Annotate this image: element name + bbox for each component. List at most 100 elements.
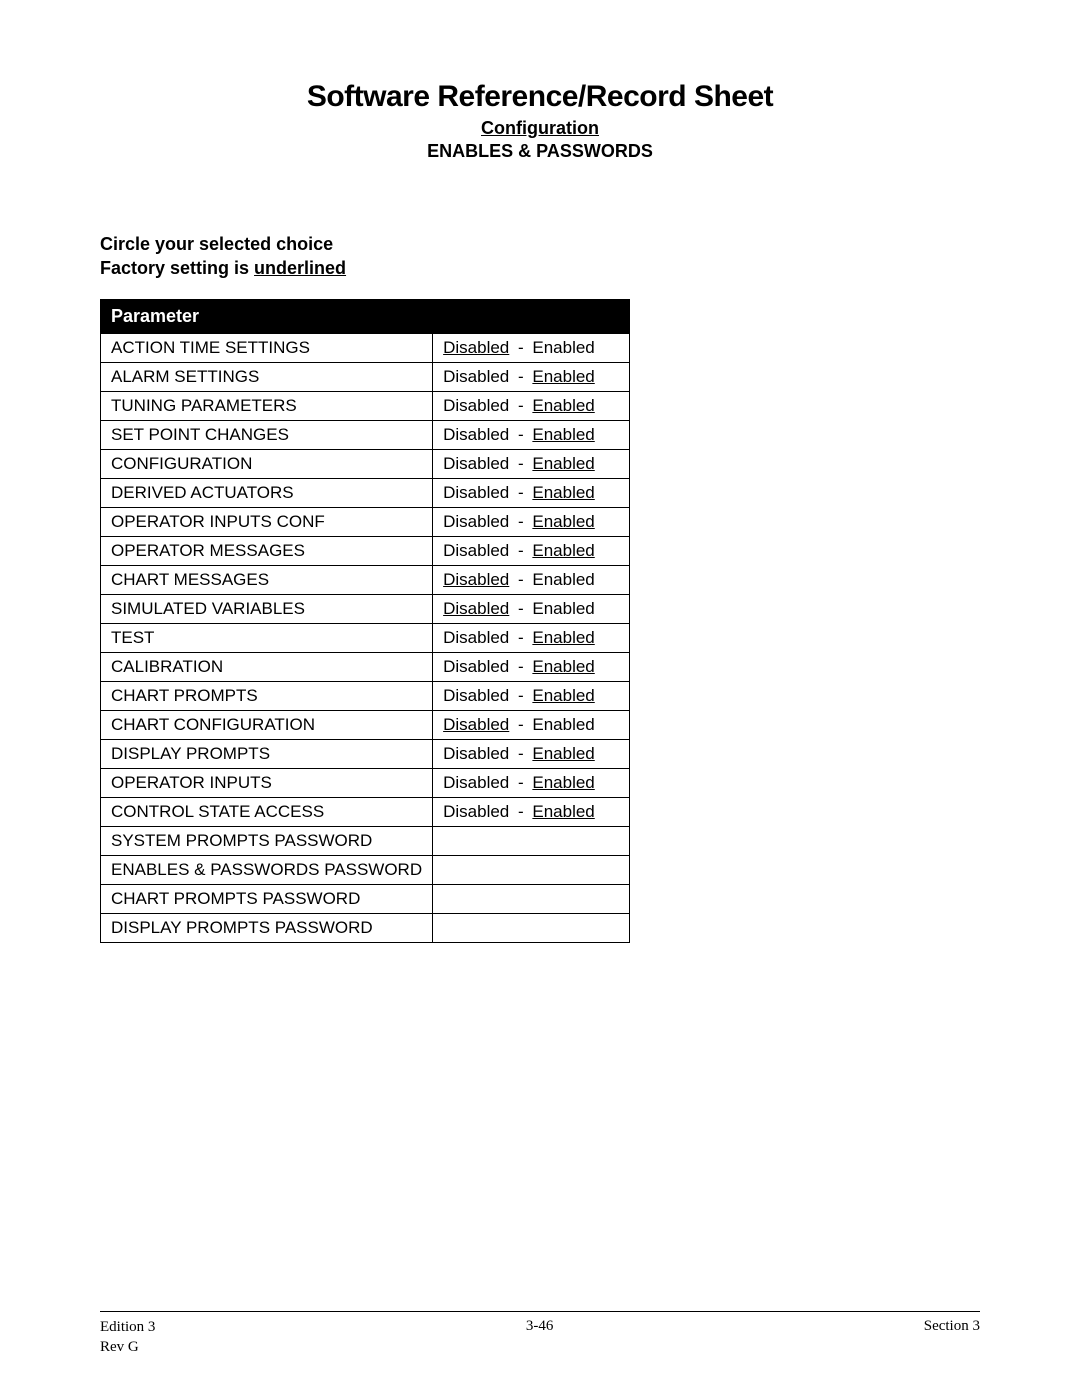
subtitle-section: ENABLES & PASSWORDS bbox=[100, 141, 980, 162]
option-enabled: Enabled bbox=[532, 657, 594, 676]
option-separator: - bbox=[509, 396, 532, 415]
table-row: TESTDisabled - Enabled bbox=[101, 623, 630, 652]
option-enabled: Enabled bbox=[532, 454, 594, 473]
parameter-name: ALARM SETTINGS bbox=[101, 362, 433, 391]
option-separator: - bbox=[509, 367, 532, 386]
table-row: DISPLAY PROMPTS PASSWORD bbox=[101, 913, 630, 942]
option-separator: - bbox=[509, 570, 532, 589]
table-row: CHART PROMPTSDisabled - Enabled bbox=[101, 681, 630, 710]
footer-rule bbox=[100, 1311, 980, 1312]
footer-row: Edition 3 Rev G 3-46 Section 3 bbox=[100, 1318, 980, 1357]
table-row: SYSTEM PROMPTS PASSWORD bbox=[101, 826, 630, 855]
parameter-name: DISPLAY PROMPTS bbox=[101, 739, 433, 768]
option-separator: - bbox=[509, 541, 532, 560]
table-row: DISPLAY PROMPTSDisabled - Enabled bbox=[101, 739, 630, 768]
table-row: ACTION TIME SETTINGS Disabled - Enabled bbox=[101, 333, 630, 362]
table-header-row: Parameter bbox=[101, 299, 630, 333]
subtitle-configuration: Configuration bbox=[100, 118, 980, 139]
table-header-blank bbox=[433, 299, 630, 333]
option-disabled: Disabled bbox=[443, 338, 509, 357]
table-row: DERIVED ACTUATORS Disabled - Enabled bbox=[101, 478, 630, 507]
option-disabled: Disabled bbox=[443, 599, 509, 618]
table-row: CONTROL STATE ACCESSDisabled - Enabled bbox=[101, 797, 630, 826]
parameter-name: DISPLAY PROMPTS PASSWORD bbox=[101, 913, 433, 942]
option-separator: - bbox=[509, 715, 532, 734]
option-separator: - bbox=[509, 599, 532, 618]
table-row: OPERATOR INPUTSDisabled - Enabled bbox=[101, 768, 630, 797]
table-header-parameter: Parameter bbox=[101, 299, 433, 333]
parameter-value: Disabled - Enabled bbox=[433, 797, 630, 826]
parameter-value: Disabled - Enabled bbox=[433, 681, 630, 710]
footer-left: Edition 3 Rev G bbox=[100, 1318, 155, 1357]
parameter-name: CONTROL STATE ACCESS bbox=[101, 797, 433, 826]
parameter-value: Disabled - Enabled bbox=[433, 623, 630, 652]
option-enabled: Enabled bbox=[532, 570, 594, 589]
table-row: CHART MESSAGESDisabled - Enabled bbox=[101, 565, 630, 594]
instructions-line-2: Factory setting is underlined bbox=[100, 256, 980, 280]
parameter-name: CHART PROMPTS PASSWORD bbox=[101, 884, 433, 913]
option-separator: - bbox=[509, 338, 532, 357]
parameter-value: Disabled - Enabled bbox=[433, 449, 630, 478]
option-separator: - bbox=[509, 454, 532, 473]
page-title: Software Reference/Record Sheet bbox=[100, 80, 980, 114]
option-separator: - bbox=[509, 483, 532, 502]
option-disabled: Disabled bbox=[443, 367, 509, 386]
parameter-value bbox=[433, 855, 630, 884]
option-enabled: Enabled bbox=[532, 628, 594, 647]
instructions-line-2-pre: Factory setting is bbox=[100, 258, 254, 278]
option-enabled: Enabled bbox=[532, 512, 594, 531]
table-row: OPERATOR MESSAGESDisabled - Enabled bbox=[101, 536, 630, 565]
option-disabled: Disabled bbox=[443, 744, 509, 763]
option-disabled: Disabled bbox=[443, 512, 509, 531]
footer-section: Section 3 bbox=[924, 1318, 980, 1357]
parameter-value bbox=[433, 884, 630, 913]
option-disabled: Disabled bbox=[443, 541, 509, 560]
footer-edition: Edition 3 bbox=[100, 1318, 155, 1338]
option-disabled: Disabled bbox=[443, 715, 509, 734]
parameter-name: DERIVED ACTUATORS bbox=[101, 478, 433, 507]
option-disabled: Disabled bbox=[443, 773, 509, 792]
option-enabled: Enabled bbox=[532, 338, 594, 357]
parameter-name: ENABLES & PASSWORDS PASSWORD bbox=[101, 855, 433, 884]
option-disabled: Disabled bbox=[443, 425, 509, 444]
option-enabled: Enabled bbox=[532, 425, 594, 444]
option-disabled: Disabled bbox=[443, 483, 509, 502]
option-separator: - bbox=[509, 802, 532, 821]
parameter-value: Disabled - Enabled bbox=[433, 362, 630, 391]
option-separator: - bbox=[509, 512, 532, 531]
option-enabled: Enabled bbox=[532, 599, 594, 618]
parameter-name: SIMULATED VARIABLES bbox=[101, 594, 433, 623]
option-disabled: Disabled bbox=[443, 657, 509, 676]
option-separator: - bbox=[509, 425, 532, 444]
table-row: OPERATOR INPUTS CONFDisabled - Enabled bbox=[101, 507, 630, 536]
table-row: CHART CONFIGURATIONDisabled - Enabled bbox=[101, 710, 630, 739]
parameter-value: Disabled - Enabled bbox=[433, 594, 630, 623]
parameter-value: Disabled - Enabled bbox=[433, 710, 630, 739]
table-row: TUNING PARAMETERSDisabled - Enabled bbox=[101, 391, 630, 420]
parameter-value: Disabled - Enabled bbox=[433, 391, 630, 420]
option-disabled: Disabled bbox=[443, 396, 509, 415]
parameter-name: TUNING PARAMETERS bbox=[101, 391, 433, 420]
parameter-name: OPERATOR INPUTS bbox=[101, 768, 433, 797]
table-row: SET POINT CHANGESDisabled - Enabled bbox=[101, 420, 630, 449]
instructions-line-1: Circle your selected choice bbox=[100, 232, 980, 256]
parameter-name: SYSTEM PROMPTS PASSWORD bbox=[101, 826, 433, 855]
option-separator: - bbox=[509, 686, 532, 705]
parameter-name: ACTION TIME SETTINGS bbox=[101, 333, 433, 362]
option-enabled: Enabled bbox=[532, 483, 594, 502]
parameter-value: Disabled - Enabled bbox=[433, 507, 630, 536]
instructions: Circle your selected choice Factory sett… bbox=[100, 232, 980, 281]
parameter-name: CHART CONFIGURATION bbox=[101, 710, 433, 739]
parameter-name: CALIBRATION bbox=[101, 652, 433, 681]
table-row: ALARM SETTINGSDisabled - Enabled bbox=[101, 362, 630, 391]
option-disabled: Disabled bbox=[443, 686, 509, 705]
option-disabled: Disabled bbox=[443, 454, 509, 473]
option-disabled: Disabled bbox=[443, 570, 509, 589]
parameter-value bbox=[433, 913, 630, 942]
option-enabled: Enabled bbox=[532, 715, 594, 734]
option-enabled: Enabled bbox=[532, 367, 594, 386]
option-enabled: Enabled bbox=[532, 396, 594, 415]
parameter-name: CHART PROMPTS bbox=[101, 681, 433, 710]
option-enabled: Enabled bbox=[532, 686, 594, 705]
footer-page-number: 3-46 bbox=[526, 1318, 554, 1357]
